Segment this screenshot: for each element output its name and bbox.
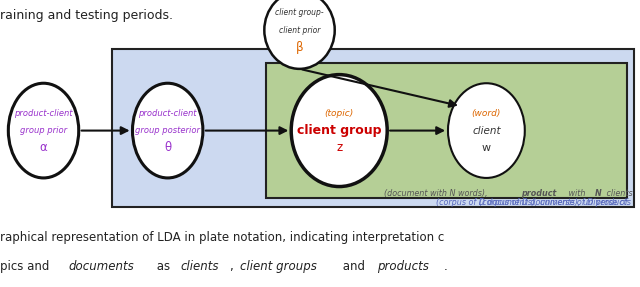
Text: group posterior: group posterior	[135, 126, 200, 135]
Text: (corpus of D documents), universe of D products: (corpus of D documents), universe of D p…	[436, 198, 630, 207]
Text: product-client: product-client	[138, 109, 197, 118]
Text: .: .	[444, 260, 448, 273]
Ellipse shape	[132, 83, 203, 178]
Text: client groups: client groups	[239, 260, 317, 273]
Text: N: N	[595, 189, 602, 198]
Text: (topic): (topic)	[324, 109, 354, 118]
Text: w: w	[482, 143, 491, 153]
Text: α: α	[40, 141, 47, 154]
Ellipse shape	[8, 83, 79, 178]
Text: ,: ,	[230, 260, 237, 273]
Text: (word): (word)	[472, 109, 501, 118]
Text: client group: client group	[297, 124, 381, 137]
Text: β: β	[296, 41, 303, 54]
Text: product-client: product-client	[14, 109, 73, 118]
Text: as: as	[154, 260, 174, 273]
Ellipse shape	[291, 75, 387, 187]
FancyBboxPatch shape	[266, 63, 627, 198]
Text: (document with N words),: (document with N words),	[384, 189, 490, 198]
Text: client prior: client prior	[279, 26, 320, 35]
Text: θ: θ	[164, 141, 172, 154]
Ellipse shape	[264, 0, 335, 69]
Text: documents: documents	[68, 260, 134, 273]
Text: and: and	[339, 260, 369, 273]
Text: clients: clients	[180, 260, 219, 273]
FancyBboxPatch shape	[112, 49, 634, 207]
Text: with: with	[566, 189, 588, 198]
Text: (corpus of D documents), universe of: (corpus of D documents), universe of	[479, 198, 630, 207]
Text: clients: clients	[604, 189, 632, 198]
Text: products: products	[377, 260, 429, 273]
Text: client: client	[472, 126, 500, 135]
Text: product: product	[521, 189, 556, 198]
Text: pics and: pics and	[0, 260, 53, 273]
Ellipse shape	[448, 83, 525, 178]
Text: group prior: group prior	[20, 126, 67, 135]
Text: z: z	[336, 141, 342, 154]
Text: client group-: client group-	[275, 8, 324, 18]
Text: raphical representation of LDA in plate notation, indicating interpretation c: raphical representation of LDA in plate …	[0, 231, 444, 244]
Text: raining and testing periods.: raining and testing periods.	[0, 9, 173, 22]
